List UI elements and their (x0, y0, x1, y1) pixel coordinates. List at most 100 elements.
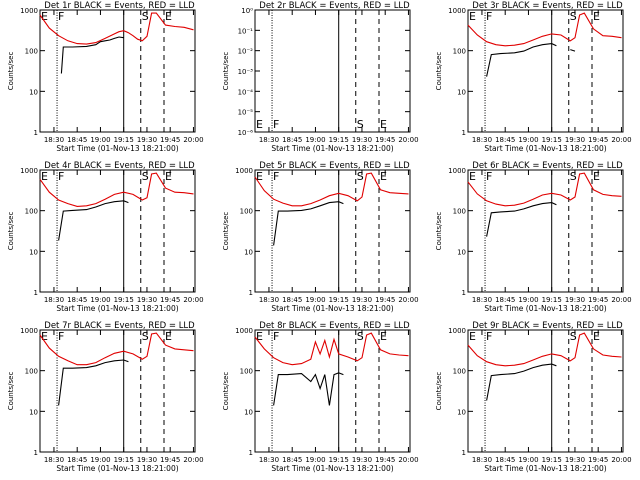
y-tick-label: 10⁻³ (238, 68, 254, 76)
x-tick-label: 18:30 (472, 136, 492, 144)
x-axis-label: Start Time (01-Nov-13 18:21:00) (271, 304, 393, 313)
x-tick-label: 18:45 (495, 136, 515, 144)
event-marker-label: E (165, 10, 172, 23)
lld-rate-line (39, 172, 194, 207)
x-tick-label: 19:45 (588, 456, 608, 464)
x-tick-label: 19:45 (588, 296, 608, 304)
x-tick-label: 18:30 (44, 136, 64, 144)
x-tick-label: 18:45 (495, 456, 515, 464)
x-tick-label: 19:30 (352, 296, 372, 304)
event-marker-label: E (593, 330, 600, 343)
plot-frame (254, 9, 411, 133)
x-tick-label: 19:15 (114, 136, 134, 144)
lld-rate-line (254, 332, 409, 366)
y-tick-label: 10 (29, 248, 38, 256)
x-tick-label: 20:00 (611, 296, 631, 304)
event-marker-label: E (380, 170, 387, 183)
event-marker-label: E (41, 170, 48, 183)
y-tick-label: 10⁰ (241, 7, 253, 15)
event-marker-label: F (58, 330, 64, 343)
x-tick-label: 19:30 (565, 456, 585, 464)
event-marker-label: S (357, 118, 364, 131)
y-tick-label: 10⁻⁵ (238, 109, 254, 117)
event-marker-label: S (570, 330, 577, 343)
event-rate-line (273, 201, 344, 246)
plot-frame (39, 9, 196, 133)
x-tick-label: 20:00 (183, 136, 203, 144)
plot-frame (39, 169, 196, 293)
y-tick-label: 1 (462, 289, 466, 297)
detector-panel-4: Det 4r BLACK = Events, RED = LLD 1 10 100 10… (7, 161, 204, 313)
y-tick-label: 100 (25, 208, 38, 216)
event-marker-label: E (256, 330, 263, 343)
event-rate-line (58, 359, 129, 406)
event-marker-label: E (593, 10, 600, 23)
y-tick-label: 100 (25, 368, 38, 376)
event-marker-label: E (469, 170, 476, 183)
y-tick-label: 100 (25, 48, 38, 56)
y-tick-label: 10⁻⁴ (238, 88, 254, 96)
event-marker-label: F (486, 10, 492, 23)
x-tick-label: 19:30 (137, 136, 157, 144)
x-tick-label: 18:30 (44, 296, 64, 304)
y-axis-label: Counts/sec (7, 212, 15, 251)
x-tick-label: 19:30 (565, 296, 585, 304)
detector-panel-5: Det 5r BLACK = Events, RED = LLD 1 10 100 10… (222, 161, 419, 313)
x-tick-label: 18:30 (44, 456, 64, 464)
event-marker-label: E (41, 330, 48, 343)
y-axis-label: Counts/sec (435, 212, 443, 251)
y-axis-label: Counts/sec (222, 372, 230, 411)
x-tick-label: 19:45 (160, 136, 180, 144)
x-tick-label: 18:30 (259, 456, 279, 464)
x-axis-label: Start Time (01-Nov-13 18:21:00) (271, 144, 393, 153)
x-tick-label: 19:00 (90, 136, 110, 144)
x-tick-label: 18:45 (67, 456, 87, 464)
x-tick-label: 19:45 (160, 456, 180, 464)
event-marker-label: S (142, 330, 149, 343)
panel-title: Det 5r BLACK = Events, RED = LLD (259, 161, 410, 171)
event-marker-label: S (570, 10, 577, 23)
y-tick-label: 1000 (448, 167, 466, 175)
y-axis-label: Counts/sec (7, 52, 15, 91)
x-tick-label: 19:15 (329, 456, 349, 464)
event-marker-label: E (380, 330, 387, 343)
event-rate-line (487, 203, 571, 237)
plot-frame (39, 329, 196, 453)
plot-frame (467, 169, 624, 293)
event-marker-label: F (273, 170, 279, 183)
x-tick-label: 19:00 (305, 456, 325, 464)
event-rate-line (486, 43, 576, 77)
y-tick-label: 1000 (448, 327, 466, 335)
y-tick-label: 1 (249, 449, 253, 457)
y-tick-label: 10⁻⁶ (238, 129, 254, 137)
y-tick-label: 100 (453, 208, 466, 216)
x-tick-label: 19:15 (329, 136, 349, 144)
lld-rate-line (39, 12, 194, 45)
y-tick-label: 100 (453, 368, 466, 376)
x-tick-label: 18:45 (282, 136, 302, 144)
x-tick-label: 19:15 (542, 456, 562, 464)
event-rate-line (273, 372, 344, 406)
x-tick-label: 19:45 (588, 136, 608, 144)
x-axis-label: Start Time (01-Nov-13 18:21:00) (271, 464, 393, 473)
event-marker-label: E (256, 170, 263, 183)
y-tick-label: 10 (457, 408, 466, 416)
x-tick-label: 19:45 (375, 456, 395, 464)
x-tick-label: 19:15 (114, 296, 134, 304)
y-tick-label: 1 (462, 449, 466, 457)
x-tick-label: 20:00 (611, 456, 631, 464)
x-tick-label: 20:00 (183, 456, 203, 464)
x-tick-label: 19:15 (114, 456, 134, 464)
x-tick-label: 18:30 (259, 136, 279, 144)
x-tick-label: 18:45 (67, 136, 87, 144)
event-marker-label: S (570, 170, 577, 183)
x-tick-label: 19:45 (375, 296, 395, 304)
x-axis-label: Start Time (01-Nov-13 18:21:00) (484, 464, 606, 473)
lld-rate-line (39, 332, 194, 366)
x-tick-label: 18:45 (282, 456, 302, 464)
lld-rate-line (467, 332, 622, 367)
detector-panel-3: Det 3r BLACK = Events, RED = LLD 1 10 100 10… (435, 1, 632, 153)
y-tick-label: 1 (34, 289, 38, 297)
x-tick-label: 19:00 (305, 136, 325, 144)
